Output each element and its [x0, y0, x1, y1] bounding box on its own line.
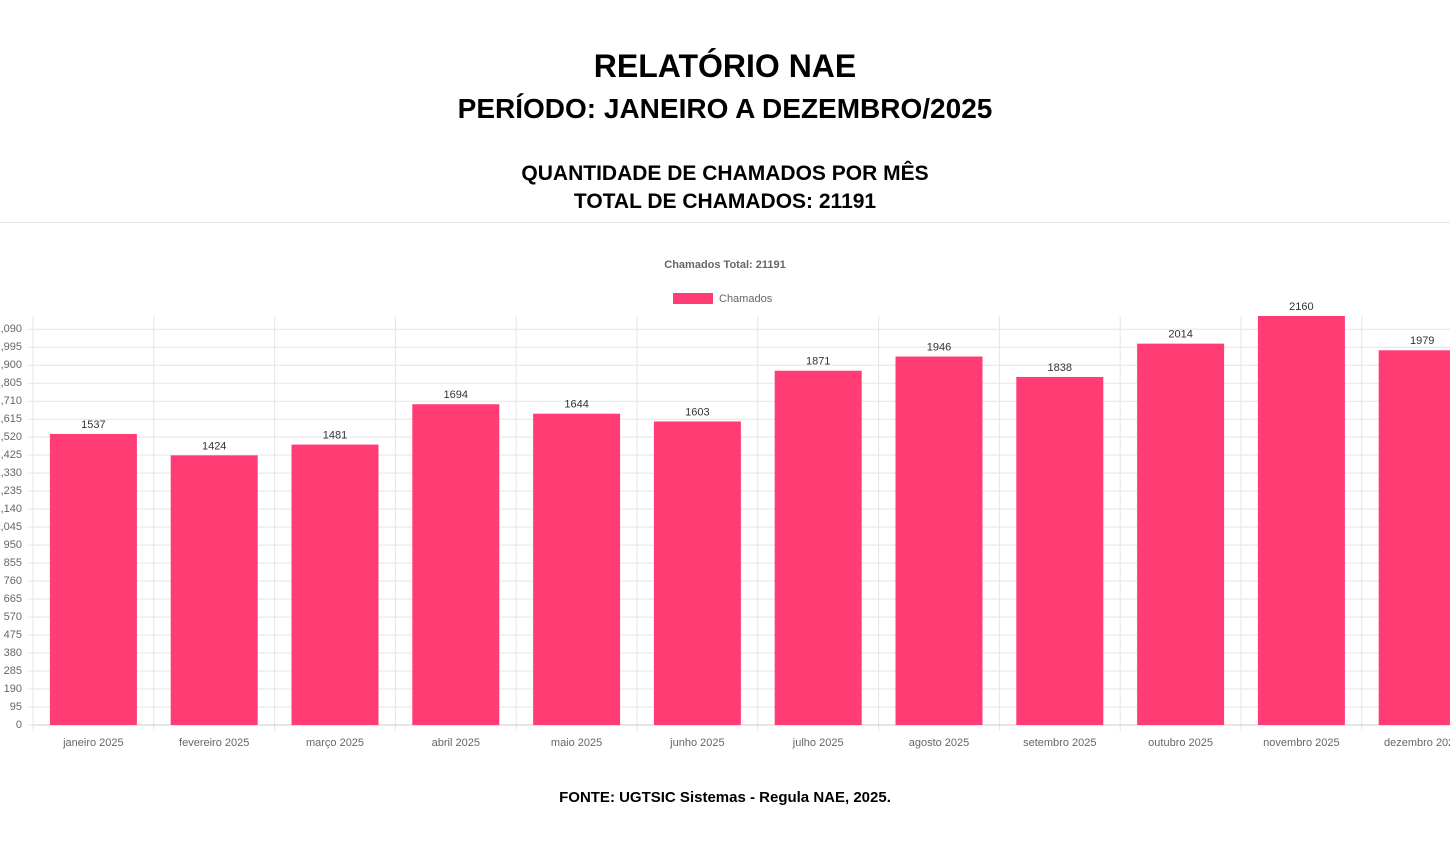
report-period: PERÍODO: JANEIRO A DEZEMBRO/2025: [457, 93, 993, 124]
data-label: 1424: [202, 440, 226, 452]
x-tick-label: julho 2025: [792, 737, 844, 749]
y-tick-label: 1,615: [0, 413, 22, 425]
footer: FONTE: UGTSIC Sistemas - Regula NAE, 202…: [559, 789, 891, 806]
x-tick-label: novembro 2025: [1263, 737, 1339, 749]
chart-heading: QUANTIDADE DE CHAMADOS POR MÊS: [521, 162, 929, 185]
bar: [895, 356, 983, 725]
data-label: 1644: [564, 399, 588, 411]
bar: [774, 370, 862, 725]
y-tick-label: 1,520: [0, 431, 22, 443]
x-tick-label: dezembro 2025: [1384, 737, 1450, 749]
data-label: 1871: [806, 356, 830, 368]
divider: [0, 222, 1450, 223]
data-label: 1603: [685, 406, 709, 418]
y-tick-label: 475: [4, 629, 22, 641]
bar: [412, 404, 500, 725]
y-tick-label: 950: [4, 539, 22, 551]
bar: [533, 413, 621, 725]
bar: [291, 444, 379, 725]
x-tick-label: junho 2025: [669, 737, 724, 749]
y-tick-label: 0: [16, 719, 22, 731]
data-label: 2160: [1289, 301, 1313, 313]
bar: [1257, 316, 1345, 725]
y-tick-label: 1,805: [0, 377, 22, 389]
bar: [1378, 350, 1450, 725]
chart: Chamados Total: 21191 Chamados 0 95 190 285 3…: [0, 259, 1450, 749]
bar: [170, 455, 258, 725]
y-tick-label: 855: [4, 557, 22, 569]
y-tick-label: 1,140: [0, 503, 22, 515]
x-tick-label: outubro 2025: [1148, 737, 1213, 749]
y-tick-label: 1,425: [0, 449, 22, 461]
x-tick-label: abril 2025: [432, 737, 480, 749]
chart-total: TOTAL DE CHAMADOS: 21191: [573, 190, 877, 213]
y-tick-label: 760: [4, 575, 22, 587]
y-tick-label: 1,900: [0, 359, 22, 371]
legend-swatch: [673, 293, 713, 304]
x-tick-label: setembro 2025: [1023, 737, 1096, 749]
x-tick-label: agosto 2025: [909, 737, 970, 749]
bar: [653, 421, 741, 725]
y-tick-label: 1,710: [0, 395, 22, 407]
y-tick-label: 285: [4, 665, 22, 677]
data-label: 1838: [1048, 362, 1072, 374]
legend-label: Chamados: [719, 293, 773, 305]
data-label: 2014: [1168, 329, 1192, 341]
y-tick-label: 1,045: [0, 521, 22, 533]
y-tick-label: 190: [4, 683, 22, 695]
data-label: 1694: [444, 389, 468, 401]
x-tick-label: fevereiro 2025: [179, 737, 249, 749]
y-tick-label: 1,330: [0, 467, 22, 479]
data-label: 1481: [323, 429, 347, 441]
y-tick-label: 665: [4, 593, 22, 605]
y-tick-label: 1,995: [0, 341, 22, 353]
y-tick-label: 570: [4, 611, 22, 623]
bar: [49, 433, 137, 725]
data-label: 1979: [1410, 335, 1434, 347]
chart-title: Chamados Total: 21191: [664, 259, 785, 271]
report-title: RELATÓRIO NAE: [593, 48, 857, 84]
bar: [1016, 376, 1104, 725]
x-tick-label: janeiro 2025: [62, 737, 124, 749]
y-tick-label: 2,090: [0, 323, 22, 335]
y-tick-label: 380: [4, 647, 22, 659]
data-label: 1537: [81, 419, 105, 431]
data-label: 1946: [927, 341, 951, 353]
x-tick-label: maio 2025: [551, 737, 602, 749]
x-tick-label: março 2025: [306, 737, 364, 749]
y-tick-label: 1,235: [0, 485, 22, 497]
y-tick-label: 95: [10, 701, 22, 713]
bar: [1137, 343, 1225, 725]
